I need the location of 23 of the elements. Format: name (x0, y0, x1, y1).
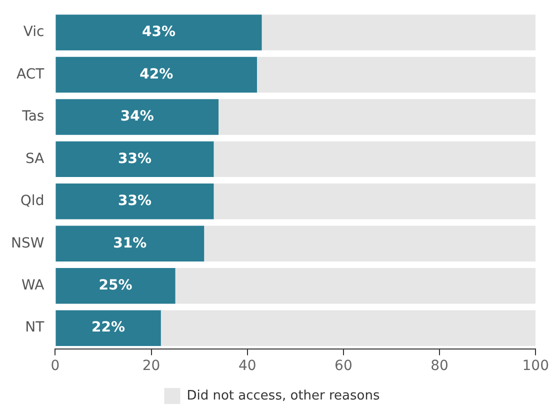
data-label: 43% (142, 24, 176, 40)
y-tick-label: Tas (21, 108, 44, 125)
x-tick-label: 100 (522, 358, 550, 374)
data-label: 31% (113, 235, 147, 252)
x-tick-label: 60 (334, 358, 352, 374)
y-tick-label: SA (25, 150, 45, 167)
x-tick-label: 40 (238, 358, 256, 374)
data-label: 42% (140, 66, 174, 82)
data-label: 33% (118, 150, 152, 167)
y-tick-label: NT (25, 320, 45, 336)
x-tick-label: 80 (430, 358, 448, 374)
data-label: 34% (120, 108, 154, 125)
legend-label: Did not access, other reasons (186, 388, 380, 404)
data-label: 33% (118, 193, 152, 210)
y-tick-label: Qld (20, 193, 44, 210)
y-tick-label: WA (22, 278, 45, 294)
y-tick-label: Vic (23, 24, 44, 40)
data-label: 25% (98, 278, 132, 294)
x-tick-label: 20 (142, 358, 160, 374)
x-tick-label: 0 (50, 358, 60, 374)
y-tick-label: NSW (11, 235, 44, 252)
data-label: 22% (92, 320, 126, 336)
y-tick-label: ACT (16, 66, 45, 82)
